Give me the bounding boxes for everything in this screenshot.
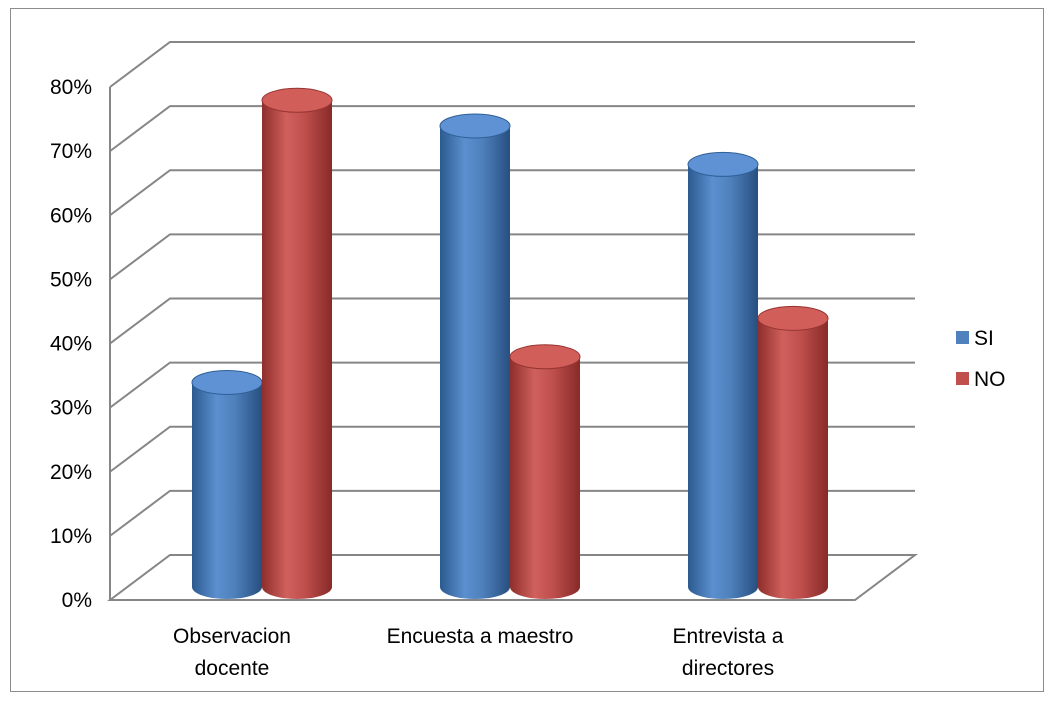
gridlines [107,41,918,601]
bars [191,87,829,600]
y-axis-ticks: 0% 10% 20% 30% 40% 50% 60% 70% 80% [50,76,92,612]
bar-si [687,151,759,600]
legend-item-no: NO [956,368,1006,391]
bar-si [439,113,511,599]
bar-body [688,164,758,600]
y-tick-label: 80% [50,76,92,99]
legend: SI NO [956,327,1006,391]
bar-body [440,125,510,599]
y-tick-label: 70% [50,140,92,163]
legend-swatch [956,331,969,344]
gridline [109,105,915,152]
y-tick-label: 50% [50,268,92,291]
y-tick-label: 10% [50,525,92,548]
y-tick-label: 40% [50,333,92,356]
bar-top [191,369,263,395]
legend-swatch [956,372,969,385]
legend-item-si: SI [956,327,994,350]
y-tick-label: 20% [50,461,92,484]
x-axis-labels: Observacion docente Encuesta a maestro Entr… [173,625,784,680]
bar-body [758,318,828,599]
legend-label: SI [974,327,994,350]
gridline [109,489,915,537]
bar-top [687,151,759,177]
chart-floor [107,554,918,601]
gridline [109,233,915,281]
gridline [109,425,915,473]
bar-body [510,356,580,599]
gridline [109,297,915,345]
x-tick-label: Entrevista a directores [673,625,784,680]
bar-body [262,100,332,599]
bar-no [509,344,581,599]
bar-body [192,382,262,599]
gridline [109,169,915,217]
y-tick-label: 30% [50,397,92,420]
bar-top [757,305,829,331]
y-tick-label: 60% [50,204,92,227]
bar-top [509,344,581,370]
y-tick-label: 0% [62,589,92,612]
gridline [109,41,915,88]
gridline [109,361,915,409]
bar-top [261,87,333,113]
bar-no [757,305,829,599]
bar-si [191,369,263,599]
bar-no [261,87,333,599]
x-tick-label: Encuesta a maestro [387,625,574,648]
legend-label: NO [974,368,1006,391]
bar-top [439,113,511,139]
x-tick-label: Observacion docente [173,625,291,680]
